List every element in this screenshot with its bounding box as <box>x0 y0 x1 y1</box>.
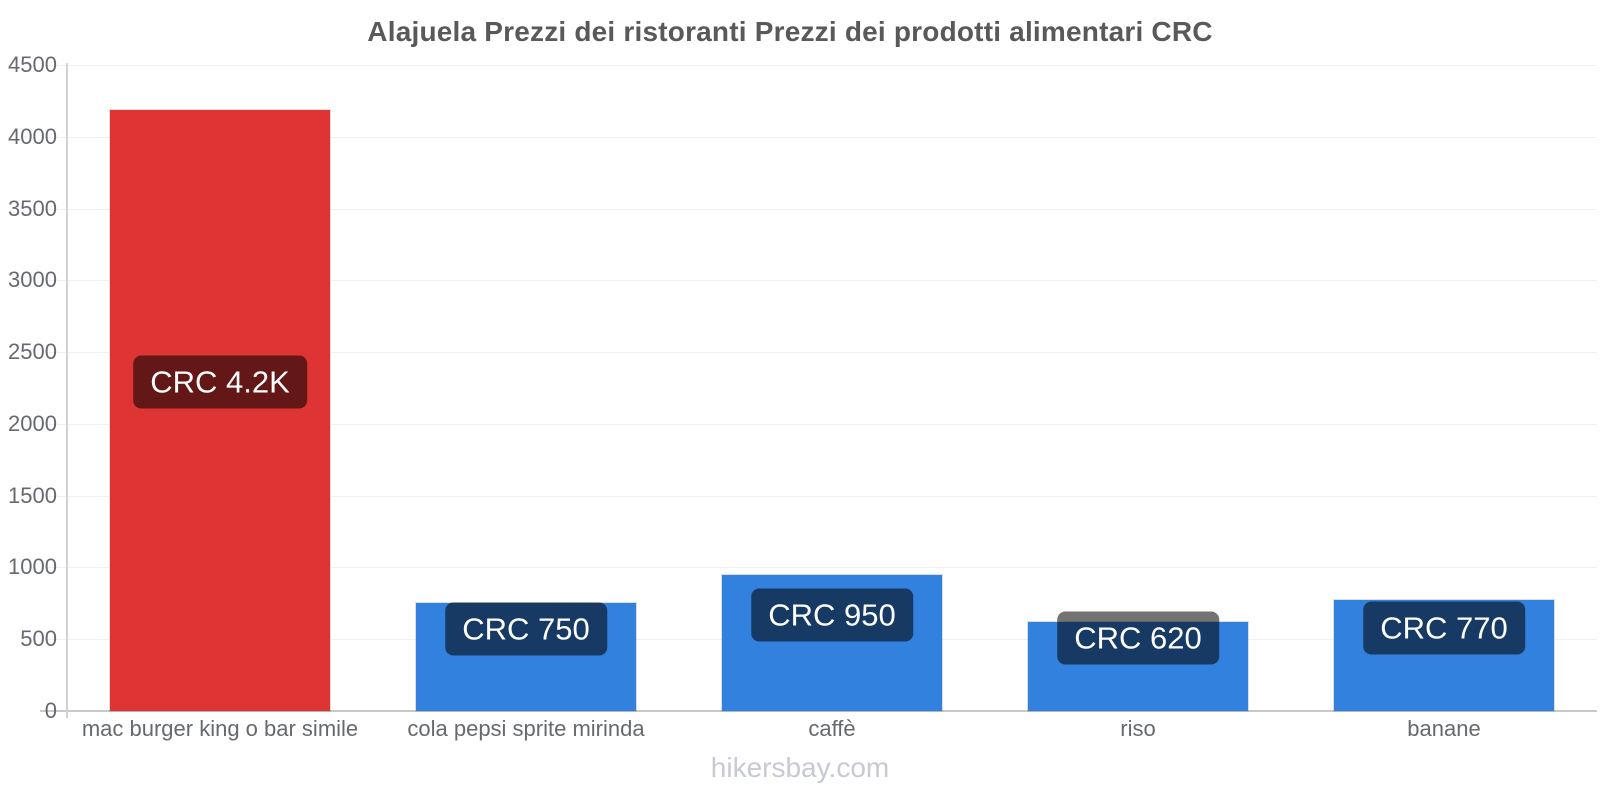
bar-value-label: CRC 620 <box>1057 611 1219 665</box>
gridline <box>47 352 1597 354</box>
y-axis-tick-label: 4000 <box>8 123 57 149</box>
chart-title: Alajuela Prezzi dei ristoranti Prezzi de… <box>367 16 1213 47</box>
y-axis-tick-label: 4500 <box>8 52 57 77</box>
y-axis-tick-label: 3500 <box>8 195 57 221</box>
bar-mac-burger-king-o-bar-simile[interactable] <box>109 108 331 712</box>
gridline <box>47 65 1597 66</box>
gridline <box>47 495 1597 497</box>
bar-value-label: CRC 4.2K <box>133 355 307 409</box>
gridline <box>47 136 1597 138</box>
y-axis-tick-label: 3000 <box>8 267 57 293</box>
x-axis-category-label: cola pepsi sprite mirinda <box>407 716 645 741</box>
gridline <box>47 423 1597 425</box>
x-axis-category-label: riso <box>1120 716 1156 741</box>
y-axis-line <box>66 63 68 718</box>
gridline <box>47 280 1597 282</box>
y-axis-tick-label: 500 <box>20 626 57 652</box>
x-axis-category-label: banane <box>1407 716 1481 741</box>
y-axis-tick-label: 1000 <box>8 554 57 580</box>
bar-value-label: CRC 750 <box>445 602 607 656</box>
bar-value-label: CRC 950 <box>751 588 913 642</box>
y-axis-tick-label: 2000 <box>8 410 57 436</box>
x-axis-baseline <box>40 710 1597 712</box>
x-axis-category-label: caffè <box>808 716 856 741</box>
y-axis-tick-label: 1500 <box>8 482 57 508</box>
bar-value-label: CRC 770 <box>1363 601 1525 655</box>
gridline <box>47 208 1597 210</box>
y-axis-tick-label: 2500 <box>8 339 57 365</box>
footer-watermark: hikersbay.com <box>710 752 890 783</box>
gridline <box>47 567 1597 569</box>
x-axis-category-label: mac burger king o bar simile <box>81 716 359 741</box>
y-axis-tick-label: 0 <box>44 698 57 723</box>
